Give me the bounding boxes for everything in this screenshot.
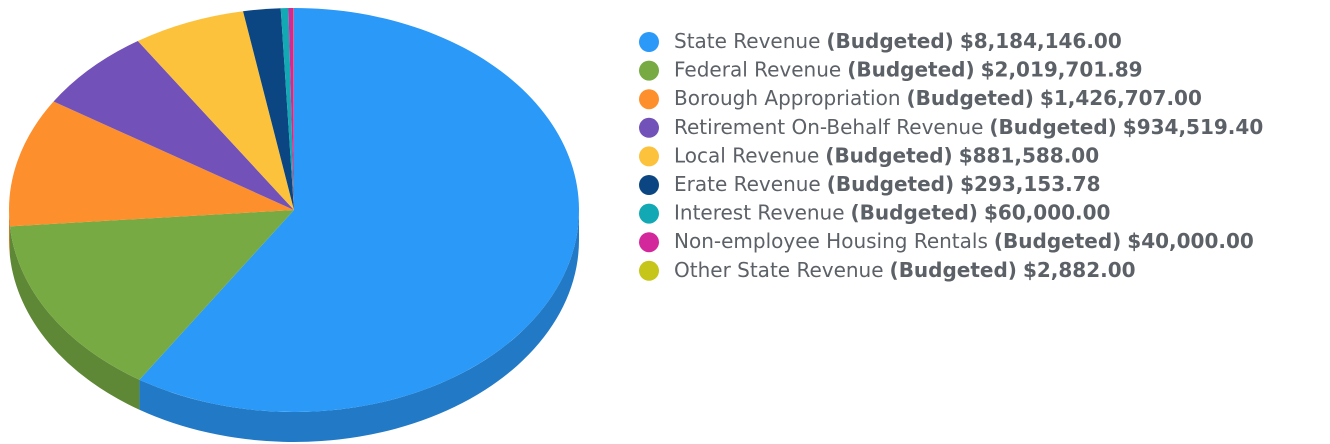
legend-name: Interest Revenue	[674, 200, 845, 224]
legend-value: $293,153.78	[960, 172, 1100, 196]
pie-slice	[243, 8, 294, 210]
legend-swatch	[639, 89, 659, 110]
legend-name: Erate Revenue	[674, 172, 821, 196]
legend-prefix: (Budgeted)	[847, 57, 974, 81]
legend-swatch	[639, 32, 659, 52]
legend-swatch	[639, 60, 659, 81]
legend-prefix: (Budgeted)	[890, 257, 1017, 281]
legend-prefix: (Budgeted)	[989, 114, 1116, 138]
legend-value: $40,000.00	[1127, 229, 1254, 253]
pie-slice-side	[139, 210, 579, 442]
legend-entry: Local Revenue (Budgeted) $881,588.00	[674, 143, 1099, 167]
legend-name: Retirement On-Behalf Revenue	[674, 114, 983, 138]
legend-entry: Interest Revenue (Budgeted) $60,000.00	[674, 200, 1110, 224]
pie-slice	[9, 210, 295, 380]
pie-slice	[53, 41, 295, 210]
pie-slice	[137, 11, 294, 210]
legend-entry: State Revenue (Budgeted) $8,184,146.00	[674, 29, 1122, 53]
legend-value: $2,019,701.89	[981, 57, 1143, 81]
legend-value: $2,882.00	[1023, 257, 1136, 281]
legend-value: $60,000.00	[984, 200, 1111, 224]
legend-entry: Federal Revenue (Budgeted) $2,019,701.89	[674, 57, 1143, 81]
legend-prefix: (Budgeted)	[827, 172, 954, 196]
legend-name: Local Revenue	[674, 143, 819, 167]
legend-swatch	[639, 203, 659, 224]
legend-value: $934,519.40	[1123, 114, 1263, 138]
legend-entry: Erate Revenue (Budgeted) $293,153.78	[674, 172, 1101, 196]
legend-name: Borough Appropriation	[674, 86, 901, 110]
legend-name: State Revenue	[674, 29, 820, 53]
legend-name: Federal Revenue	[674, 57, 841, 81]
legend-entry: Borough Appropriation (Budgeted) $1,426,70…	[674, 86, 1202, 110]
pie-slice-side	[9, 226, 140, 410]
legend-prefix: (Budgeted)	[907, 86, 1034, 110]
legend-swatch	[639, 117, 659, 138]
pie-slice	[139, 8, 579, 412]
legend-name: Non-employee Housing Rentals	[674, 229, 988, 253]
legend-entry: Other State Revenue (Budgeted) $2,882.00	[674, 257, 1136, 281]
pie-slice	[288, 8, 294, 211]
pie-slice-side	[9, 210, 10, 257]
pie-slice	[280, 8, 294, 210]
legend-value: $8,184,146.00	[960, 29, 1122, 53]
legend-value: $1,426,707.00	[1040, 86, 1202, 110]
legend-swatch	[639, 260, 659, 281]
legend-entry: Non-employee Housing Rentals (Budgeted) $4…	[674, 229, 1254, 253]
legend-name: Other State Revenue	[674, 257, 884, 281]
legend-swatch	[639, 232, 659, 253]
legend-prefix: (Budgeted)	[825, 143, 952, 167]
legend-prefix: (Budgeted)	[994, 229, 1121, 253]
pie-slice	[9, 101, 295, 227]
legend-prefix: (Budgeted)	[826, 29, 953, 53]
legend-entry: Retirement On-Behalf Revenue (Budgeted) $9…	[674, 114, 1263, 138]
legend-prefix: (Budgeted)	[851, 200, 978, 224]
legend-swatch	[639, 146, 659, 167]
legend-swatch	[639, 175, 659, 195]
legend-value: $881,588.00	[959, 143, 1099, 167]
